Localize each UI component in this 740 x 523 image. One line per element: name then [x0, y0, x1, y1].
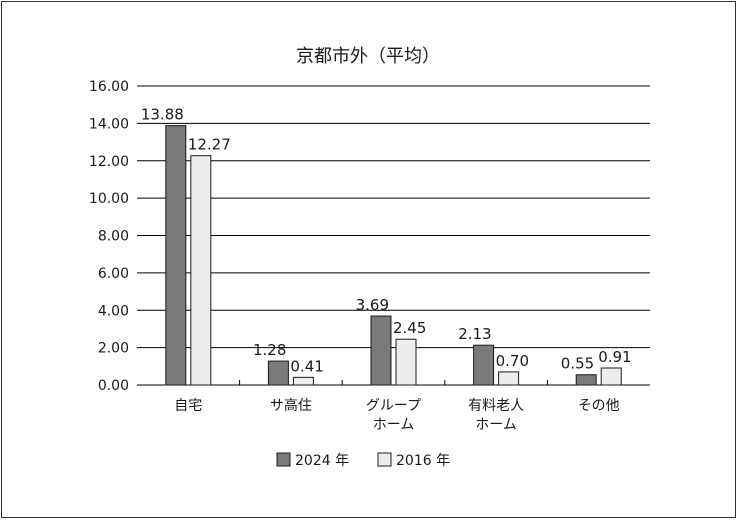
chart-title: 京都市外（平均）	[296, 46, 440, 67]
legend-label: 2016 年	[396, 453, 450, 469]
data-label: 12.27	[188, 136, 231, 154]
data-label: 2.13	[458, 325, 491, 343]
legend-swatch	[276, 452, 291, 467]
bar	[267, 360, 289, 386]
bar	[165, 125, 187, 386]
y-tick-label: 6.00	[98, 266, 129, 282]
data-label: 0.55	[561, 355, 594, 373]
y-tick-label: 8.00	[98, 229, 129, 245]
bar	[190, 155, 212, 386]
x-category-label: サ高住	[270, 397, 312, 414]
data-label: 1.28	[253, 341, 286, 359]
data-label: 0.70	[496, 352, 529, 370]
y-tick-label: 16.00	[89, 79, 129, 95]
x-category-label: ホーム	[475, 417, 517, 433]
legend-swatch	[377, 452, 392, 467]
gridlines	[137, 85, 650, 386]
y-tick-label: 10.00	[89, 191, 129, 207]
x-category-label: 自宅	[174, 398, 202, 414]
bar	[600, 367, 622, 386]
y-tick-label: 14.00	[89, 116, 129, 132]
bar	[473, 344, 495, 386]
bar	[292, 376, 314, 386]
bar	[370, 315, 392, 386]
bar	[575, 374, 597, 386]
y-tick-label: 4.00	[98, 303, 129, 319]
data-label: 0.41	[290, 357, 323, 375]
data-label: 0.91	[598, 348, 631, 366]
x-category-label: ホーム	[373, 417, 415, 433]
y-axis: 0.00 2.00 4.00 6.00 8.00 10.00 12.00 14.00 16.00	[89, 79, 129, 394]
data-label: 13.88	[141, 106, 184, 124]
y-tick-label: 2.00	[98, 341, 129, 357]
legend: 2024 年 2016 年	[276, 452, 450, 469]
data-label: 3.69	[356, 296, 389, 314]
x-category-label: グループ	[366, 398, 421, 414]
y-tick-label: 12.00	[89, 154, 129, 170]
data-labels: 13.88 1.28 3.69 2.13 0.55 12.27 0.41 2.45 0.70 0.…	[141, 106, 632, 376]
legend-label: 2024 年	[295, 453, 349, 469]
x-category-label: 有料老人	[468, 398, 524, 414]
data-label: 2.45	[393, 319, 426, 337]
bar	[498, 371, 520, 386]
bar	[395, 338, 417, 386]
bars	[165, 125, 622, 386]
x-category-label: その他	[578, 398, 620, 414]
y-tick-label: 0.00	[98, 378, 129, 394]
